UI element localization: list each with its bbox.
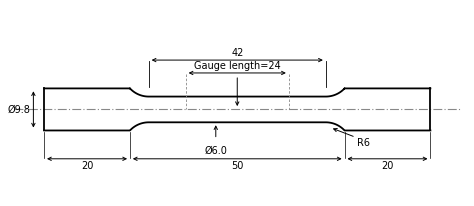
Text: R6: R6 [357, 138, 370, 148]
Text: 20: 20 [381, 161, 393, 171]
Text: Ø6.0: Ø6.0 [204, 146, 227, 156]
Text: 50: 50 [231, 161, 244, 171]
Text: Ø9.8: Ø9.8 [7, 104, 30, 115]
Text: 42: 42 [231, 48, 244, 58]
Text: Gauge length=24: Gauge length=24 [194, 61, 281, 71]
Text: 20: 20 [81, 161, 93, 171]
